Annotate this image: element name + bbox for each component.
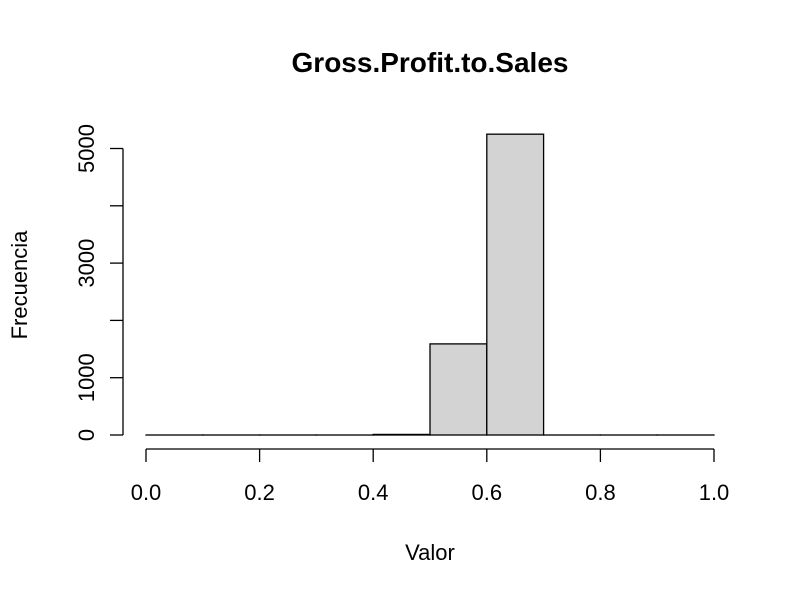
histogram-bar-4 xyxy=(372,433,431,436)
y-tick-label-1: 1000 xyxy=(74,353,99,402)
bars-group xyxy=(145,133,715,436)
x-tick-label-3: 0.6 xyxy=(472,480,503,505)
x-axis-label: Valor xyxy=(405,540,455,565)
histogram-bar-5 xyxy=(429,343,488,436)
y-axis: 0 1000 3000 5000 xyxy=(74,124,124,441)
histogram-bar-6 xyxy=(486,133,545,436)
x-axis: 0.0 0.2 0.4 0.6 0.8 1.0 xyxy=(131,448,730,505)
x-tick-label-2: 0.4 xyxy=(358,480,389,505)
y-tick-label-3: 3000 xyxy=(74,239,99,288)
x-tick-label-5: 1.0 xyxy=(699,480,730,505)
y-tick-label-5: 5000 xyxy=(74,124,99,173)
x-tick-label-4: 0.8 xyxy=(585,480,616,505)
y-axis-label: Frecuencia xyxy=(7,230,32,340)
y-tick-label-0: 0 xyxy=(74,429,99,441)
chart-title: Gross.Profit.to.Sales xyxy=(292,47,569,78)
x-tick-label-1: 0.2 xyxy=(244,480,275,505)
x-tick-label-0: 0.0 xyxy=(131,480,162,505)
